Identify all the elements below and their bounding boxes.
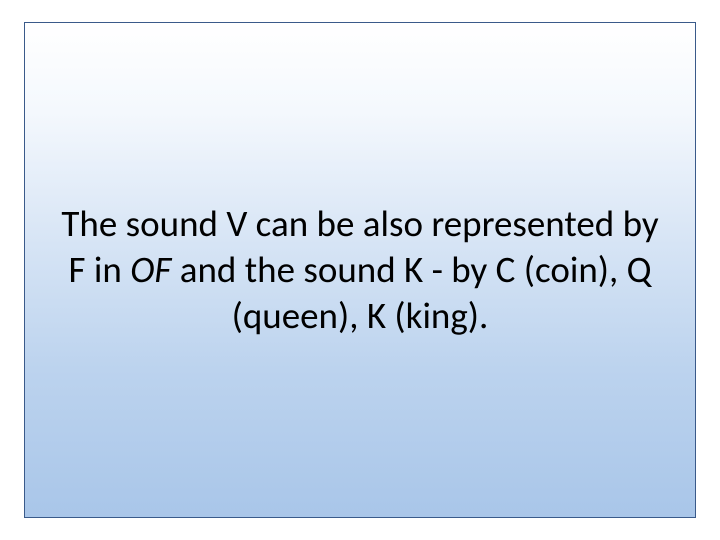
text-segment-italic: OF bbox=[130, 247, 171, 292]
slide-wrapper: The sound V can be also represented by F… bbox=[0, 0, 720, 540]
slide-text: The sound V can be also represented by F… bbox=[55, 201, 665, 340]
slide-body: The sound V can be also represented by F… bbox=[24, 22, 696, 518]
text-segment-post: and the sound K - by C (coin), Q (queen)… bbox=[171, 247, 651, 338]
